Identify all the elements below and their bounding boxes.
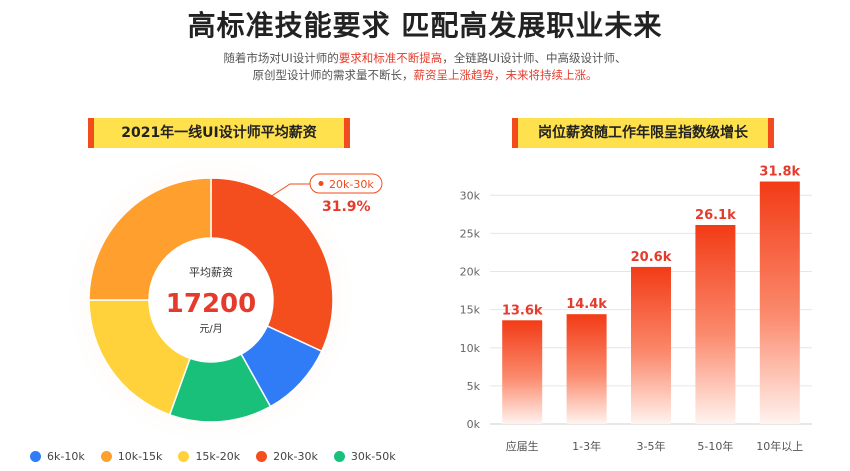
bar-chart-title: 岗位薪资随工作年限呈指数级增长 [512,118,774,148]
y-tick-label: 10k [460,342,481,355]
legend-item-10k-15k: 10k-15k [100,449,163,463]
y-tick-label: 0k [467,418,481,431]
legend-dot [30,450,41,462]
y-tick-label: 25k [460,227,481,240]
subtitle-2b: 薪资呈上涨趋势，未来将持续上涨。 [413,68,598,82]
legend-label: 15k-20k [195,449,241,463]
legend-dot [256,450,268,462]
bar-应届生 [502,320,543,424]
x-tick-label: 5-10年 [697,439,733,453]
legend-item-30k-50k: 30k-50k [333,449,396,463]
center-unit: 元/月 [199,323,222,335]
subtitle-1b: 要求和标准不断提高 [338,51,443,65]
subtitle-1a: 随着市场对UI设计师的 [223,51,339,65]
legend-dot [178,450,190,462]
bar-5-10年 [695,224,736,424]
subtitle-line-2: 原创型设计师的需求量不断长，薪资呈上涨趋势，未来将持续上涨。 [0,67,850,83]
legend-label: 6k-10k [47,449,85,463]
bar-value-label: 14.4k [566,297,607,312]
legend-dot [333,450,345,462]
callout-pill [309,173,383,194]
bar-value-label: 13.6k [502,303,543,318]
subtitle-2a: 原创型设计师的需求量不断长， [252,68,414,82]
bar-value-label: 26.1k [695,208,736,223]
subtitle-line-1: 随着市场对UI设计师的要求和标准不断提高，全链路UI设计师、中高级设计师、 [0,50,850,66]
bar-value-label: 20.6k [631,250,672,265]
pie-legend: 6k-10k 10k-15k 15k-20k 20k-30k 30k-50k [30,446,430,466]
legend-item-20k-30k: 20k-30k [256,450,318,463]
y-tick-label: 30k [460,189,481,202]
bar-value-label: 31.8k [759,165,800,180]
x-tick-label: 10年以上 [756,439,803,453]
legend-dot [100,450,112,462]
center-label: 平均薪资 [189,266,233,279]
page-title: 高标准技能要求 匹配高发展职业未来 [187,9,663,42]
y-tick-label: 20k [460,266,481,279]
bar-1-3年 [566,314,607,424]
x-tick-label: 应届生 [506,439,539,453]
bar-10年以上 [759,181,800,424]
x-tick-label: 1-3年 [572,439,601,453]
legend-item-6k-10k: 6k-10k [30,450,85,463]
pie-chart: 平均薪资 17200 元/月 20k-30k 31.9% [61,150,383,450]
bar-chart: 0k 5k 10k 15k 20k 25k 30k 13.6k 14.4k 20.6k 26.1k… [460,165,812,453]
y-tick-label: 5k [467,380,481,393]
legend-label: 20k-30k [273,449,318,463]
bar-3-5年 [631,266,671,424]
x-tick-label: 3-5年 [637,439,666,453]
legend-label: 10k-15k [117,449,163,463]
pie-center [149,238,273,362]
callout-line [269,183,310,198]
legend-label: 30k-50k [350,449,396,463]
legend-item-15k-20k: 15k-20k [178,450,240,463]
subtitle-1c: ，全链路UI设计师、中高级设计师、 [442,51,627,65]
callout-label: 20k-30k [329,178,374,191]
y-tick-label: 15k [460,304,481,317]
callout-value: 31.9% [322,199,371,215]
pie-chart-title: 2021年一线UI设计师平均薪资 [88,118,350,148]
center-value: 17200 [166,289,256,319]
callout-dot [318,181,324,186]
